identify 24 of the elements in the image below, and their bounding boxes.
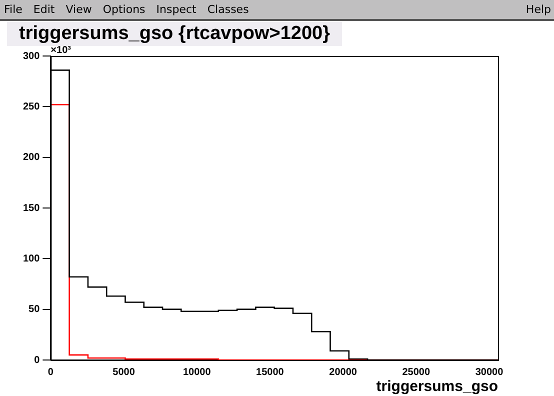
text: Classes — [207, 3, 249, 16]
y-tick-label: 150 — [22, 202, 40, 214]
x-tick-label: 20000 — [329, 366, 358, 378]
x-axis-title: triggersums_gso — [376, 378, 498, 396]
y-axis-title: ×10³ — [50, 44, 72, 56]
x-tick-label: 0 — [48, 366, 54, 378]
text: Options — [102, 3, 146, 16]
y-tick-label: 200 — [22, 152, 40, 164]
x-tick-label: 5000 — [112, 366, 136, 378]
text: File — [4, 3, 22, 16]
x-tick-label: 15000 — [256, 366, 284, 378]
text: Edit — [33, 3, 55, 16]
text: Inspect — [156, 3, 196, 16]
x-tick-label: 10000 — [182, 366, 212, 378]
y-tick-label: 0 — [34, 354, 40, 366]
y-tick-label: 300 — [22, 50, 40, 62]
text: View — [66, 3, 92, 16]
x-tick-label: 30000 — [475, 366, 504, 378]
y-tick-label: 250 — [22, 101, 40, 112]
y-tick-label: 50 — [28, 304, 40, 316]
chart-title: triggersums_gso {rtcavpow>1200} — [7, 22, 342, 46]
y-tick-label: 100 — [22, 253, 40, 264]
x-tick-label: 25000 — [402, 366, 430, 378]
text: Help — [526, 3, 551, 16]
